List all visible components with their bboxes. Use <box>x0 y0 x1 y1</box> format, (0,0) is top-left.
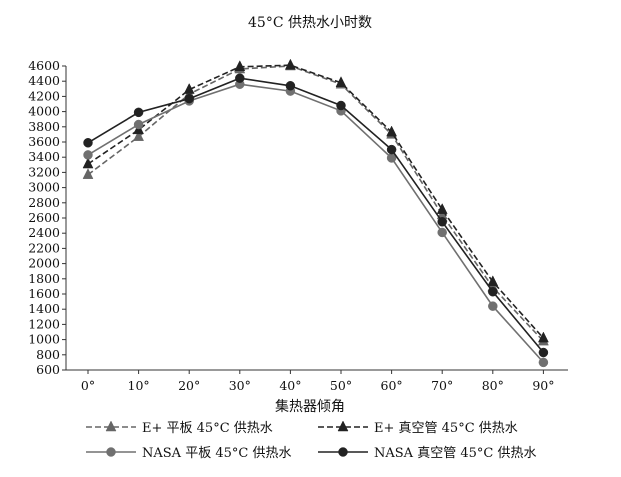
y-tick-label: 2000 <box>28 256 60 271</box>
data-point <box>184 93 194 104</box>
x-tick-label: 40° <box>279 378 301 393</box>
y-tick-label: 600 <box>36 362 60 377</box>
data-point <box>487 275 499 287</box>
y-tick-label: 4400 <box>28 73 60 88</box>
data-point <box>133 107 144 118</box>
y-tick-label: 1000 <box>28 332 60 347</box>
data-point <box>284 58 296 70</box>
series-line <box>87 64 544 339</box>
data-point <box>538 357 549 368</box>
y-tick-label: 4000 <box>28 104 60 119</box>
data-point <box>437 227 447 238</box>
legend-marker <box>337 420 349 432</box>
data-point <box>436 203 448 214</box>
data-point <box>386 144 397 155</box>
legend-item-2: E+ 真空管 45°C 供热水 <box>318 420 518 436</box>
data-point <box>235 73 245 83</box>
x-tick-label: 90° <box>532 378 554 393</box>
data-point <box>437 217 447 227</box>
legend-marker <box>105 420 117 432</box>
series-2 <box>82 58 549 343</box>
series-line <box>87 77 545 354</box>
data-point <box>234 60 246 72</box>
y-tick-label: 1400 <box>28 301 60 316</box>
data-point <box>83 150 93 160</box>
series-4 <box>83 73 549 358</box>
legend-label: NASA 真空管 45°C 供热水 <box>374 446 536 461</box>
data-point <box>386 125 398 137</box>
legend-label: E+ 平板 45°C 供热水 <box>142 421 273 436</box>
data-point <box>336 100 346 111</box>
series-3 <box>83 79 549 368</box>
x-axis-label: 集热器倾角 <box>275 398 345 415</box>
data-point <box>83 138 93 148</box>
x-tick-label: 0° <box>81 378 95 393</box>
data-point <box>537 331 549 343</box>
y-tick-label: 1800 <box>28 271 60 286</box>
legend-item-1: E+ 平板 45°C 供热水 <box>86 420 273 436</box>
data-point <box>488 286 498 297</box>
legend-label: E+ 真空管 45°C 供热水 <box>374 421 518 436</box>
chart-title: 45°C 供热水小时数 <box>248 15 372 31</box>
x-tick-label: 80° <box>482 378 504 393</box>
legend-item-4: NASA 真空管 45°C 供热水 <box>318 446 536 461</box>
x-tick-label: 30° <box>229 378 251 393</box>
series-line <box>87 65 544 342</box>
y-tick-label: 2600 <box>28 210 60 225</box>
y-tick-label: 3600 <box>28 134 60 149</box>
x-tick-label: 50° <box>330 378 352 393</box>
y-tick-label: 2800 <box>28 195 60 210</box>
legend-marker <box>106 447 116 457</box>
series-layer <box>82 58 549 368</box>
series-1 <box>82 59 549 346</box>
y-tick-label: 2400 <box>28 225 60 240</box>
x-tick-label: 10° <box>128 378 150 393</box>
x-tick-label: 20° <box>178 378 200 393</box>
y-tick-label: 800 <box>36 347 60 362</box>
series-line <box>87 83 544 363</box>
legend-label: NASA 平板 45°C 供热水 <box>142 446 291 461</box>
data-point <box>285 81 296 91</box>
y-tick-label: 1600 <box>28 286 60 301</box>
data-point <box>82 157 94 169</box>
data-point <box>183 83 195 94</box>
y-tick-label: 3000 <box>28 180 60 195</box>
legend: E+ 平板 45°C 供热水 E+ 真空管 45°C 供热水 NASA 平板 45°… <box>86 420 536 461</box>
x-tick-label: 70° <box>431 378 453 393</box>
y-tick-label: 3200 <box>28 164 60 179</box>
y-tick-label: 3400 <box>28 149 60 164</box>
legend-marker <box>338 447 348 457</box>
data-point <box>133 119 144 130</box>
legend-item-3: NASA 平板 45°C 供热水 <box>86 446 291 461</box>
axes: 6008001000120014001600180020002200240026… <box>28 58 568 393</box>
x-tick-label: 60° <box>381 378 403 393</box>
y-tick-label: 2200 <box>28 240 60 255</box>
y-tick-label: 4600 <box>28 58 60 73</box>
y-tick-label: 1200 <box>28 316 60 331</box>
data-point <box>538 347 549 358</box>
y-tick-label: 3800 <box>28 119 60 134</box>
data-point <box>488 301 498 311</box>
y-tick-label: 4200 <box>28 88 60 103</box>
data-point <box>82 168 94 179</box>
data-point <box>133 130 145 141</box>
data-point <box>335 76 347 87</box>
